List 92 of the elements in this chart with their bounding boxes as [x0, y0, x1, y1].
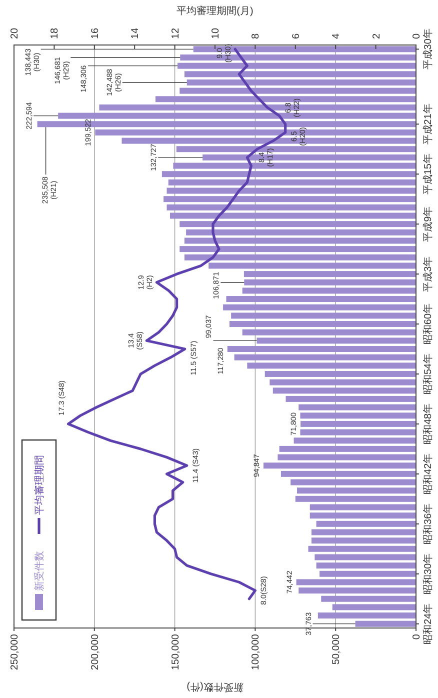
x2-axis-title: 平均審理期間(月) [176, 5, 254, 17]
bar [231, 312, 416, 319]
x-tick-label: 200,000 [90, 634, 101, 670]
bar [300, 412, 416, 419]
x2-tick-label: 18 [50, 27, 61, 39]
x2-tick-label: 0 [412, 33, 422, 39]
bar [186, 229, 416, 236]
bar [226, 296, 416, 302]
bar [310, 512, 416, 519]
bar [316, 520, 416, 527]
y-tick-label: 昭和60年 [422, 303, 434, 345]
bar [310, 504, 416, 510]
bar [321, 596, 416, 602]
bar [184, 238, 416, 244]
x2-tick-label: 16 [90, 27, 101, 39]
y-tick-label: 平成30年 [422, 28, 434, 70]
bar [300, 420, 416, 427]
bar [290, 479, 416, 486]
x2-tick-label: 6 [290, 33, 302, 39]
x-axis-title: 新受件数(件) [186, 681, 244, 693]
x2-tick-label: 10 [210, 27, 222, 39]
bar [296, 579, 416, 586]
y-tick-label: 昭和42年 [422, 453, 434, 494]
bar [180, 221, 416, 228]
x2-tick-label: 14 [130, 27, 142, 39]
x2-tick-label: 12 [170, 27, 182, 39]
bar [242, 329, 416, 336]
bar [244, 279, 416, 286]
bar [227, 346, 416, 352]
x2-tick-label: 8 [250, 33, 262, 39]
x-tick-label: 100,000 [250, 634, 262, 670]
bar [186, 79, 416, 86]
bar [278, 454, 416, 460]
bar [168, 179, 416, 186]
bar [184, 254, 416, 260]
bar [247, 362, 416, 369]
bar [256, 338, 416, 344]
bar [318, 612, 416, 619]
bar [280, 470, 416, 477]
bar [234, 354, 416, 360]
y-tick-label: 平成3年 [422, 256, 434, 292]
bar [295, 496, 416, 502]
bar [264, 370, 416, 377]
y-tick-label: 昭和54年 [422, 353, 434, 395]
bar [223, 304, 416, 310]
y-tick-label: 平成15年 [422, 154, 434, 195]
x-tick-label: 50,000 [331, 634, 342, 665]
bar [311, 529, 416, 536]
bar [170, 212, 416, 219]
bar [162, 171, 416, 178]
bar [298, 404, 416, 410]
bar [272, 388, 416, 394]
x-tick-label: 250,000 [10, 634, 20, 670]
bar [314, 554, 416, 560]
bar [298, 588, 416, 594]
bar [294, 438, 416, 444]
bar [320, 570, 416, 577]
bar [297, 488, 416, 494]
y-tick-label: 昭和36年 [422, 503, 434, 544]
x2-tick-label: 2 [371, 33, 382, 39]
bar [208, 262, 416, 269]
bar [311, 538, 416, 544]
x-tick-label: 150,000 [170, 634, 182, 670]
legend-item: 新受件数 [34, 551, 46, 610]
bar [316, 562, 416, 569]
bar [180, 246, 416, 252]
bar [244, 271, 416, 278]
bar [263, 462, 416, 469]
bar [184, 71, 416, 78]
y-tick-label: 平成9年 [422, 206, 434, 242]
y-tick-label: 平成21年 [422, 104, 434, 145]
bar [270, 379, 416, 386]
x2-tick-label: 4 [331, 33, 342, 39]
x-tick-label: 0 [412, 634, 422, 640]
bar [332, 604, 416, 610]
bar [279, 446, 416, 452]
x2-tick-label: 20 [10, 27, 20, 39]
bar [308, 546, 416, 552]
bar [166, 204, 416, 210]
bar [180, 88, 416, 94]
bar [300, 429, 416, 436]
y-tick-label: 昭和24年 [422, 603, 434, 644]
bar [166, 188, 416, 194]
bar [355, 620, 416, 627]
legend-item: 平均審理期間 [34, 455, 46, 534]
bar [229, 321, 416, 328]
bar [164, 196, 416, 202]
y-tick-label: 昭和30年 [422, 553, 434, 594]
y-tick-label: 昭和48年 [422, 403, 434, 445]
bar [286, 396, 416, 402]
bar [178, 62, 416, 69]
bar [242, 288, 416, 294]
